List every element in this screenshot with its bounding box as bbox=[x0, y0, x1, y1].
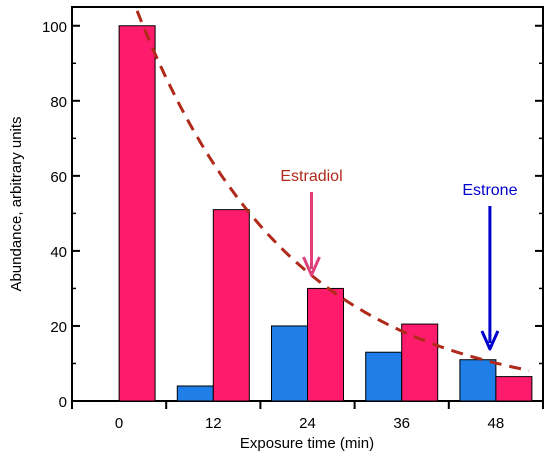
bar-blue-36 bbox=[365, 351, 403, 402]
y-tick-label: 0 bbox=[59, 394, 67, 411]
y-tick-label: 40 bbox=[50, 244, 67, 261]
y-tick-label: 80 bbox=[50, 94, 67, 111]
bar-pink-24 bbox=[307, 287, 344, 402]
trend-curve bbox=[135, 10, 530, 372]
bar-pink-48 bbox=[495, 376, 533, 402]
x-tick-label-0: 0 bbox=[115, 415, 123, 432]
y-tick-label: 100 bbox=[42, 19, 67, 36]
bar-pink-0 bbox=[118, 25, 156, 402]
annotations: Estradiol Estrone bbox=[280, 168, 518, 351]
bar-pink-36 bbox=[401, 323, 439, 402]
x-tick-label-36: 36 bbox=[393, 415, 410, 432]
trend-line bbox=[135, 10, 530, 372]
y-tick-label: 20 bbox=[50, 319, 67, 336]
y-tick-label: 60 bbox=[50, 169, 67, 186]
bar-pink-12 bbox=[212, 209, 250, 402]
x-tick-label-12: 12 bbox=[205, 415, 222, 432]
bars bbox=[118, 25, 533, 402]
x-tick-label-48: 48 bbox=[488, 415, 505, 432]
x-tick-label-24: 24 bbox=[299, 415, 316, 432]
annotation-estradiol-label: Estradiol bbox=[280, 168, 342, 185]
annotation-estradiol-arrowhead bbox=[302, 256, 321, 277]
bar-blue-24 bbox=[271, 325, 308, 402]
bar-blue-48 bbox=[459, 359, 497, 402]
annotation-estrone-label: Estrone bbox=[462, 182, 517, 199]
bar-blue-12 bbox=[176, 385, 214, 402]
y-axis-title: Abundance, arbitrary units bbox=[8, 116, 25, 291]
axes: 0 20 40 60 80 100 0 12 24 36 48 bbox=[42, 19, 544, 432]
x-axis-title: Exposure time (min) bbox=[240, 435, 374, 452]
annotation-estrone-arrowhead bbox=[480, 330, 500, 351]
